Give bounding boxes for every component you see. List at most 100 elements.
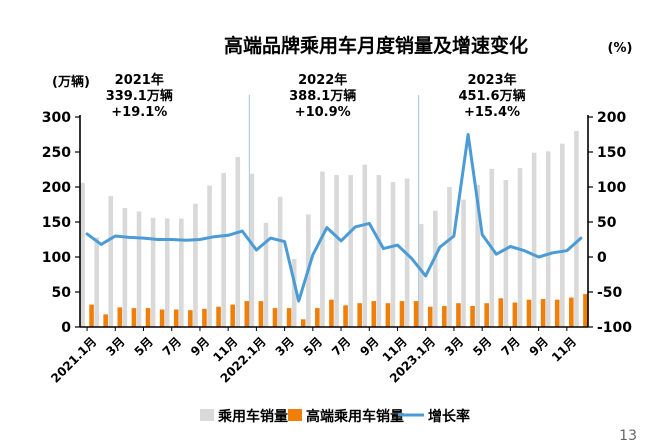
- premium-car-sales-bar: [540, 299, 546, 327]
- passenger-car-sales-bar: [348, 175, 353, 327]
- passenger-car-sales-bar: [235, 156, 241, 327]
- passenger-car-sales-bar: [164, 218, 170, 327]
- right-tick-label: -100: [597, 320, 632, 336]
- x-tick-label: 9月: [357, 334, 381, 358]
- premium-car-sales-bar: [484, 303, 489, 327]
- passenger-car-sales-bar: [108, 196, 114, 327]
- premium-car-sales-bar: [272, 308, 278, 327]
- premium-car-sales-bar: [329, 299, 334, 327]
- left-tick-label: 300: [42, 110, 71, 126]
- right-tick-label: 200: [597, 110, 626, 126]
- passenger-car-sales-bar: [545, 151, 551, 327]
- left-tick-label: 0: [61, 320, 71, 336]
- x-tick-label: 7月: [498, 334, 522, 358]
- x-tick-label: 3月: [273, 334, 297, 358]
- bar-series: [80, 131, 588, 327]
- x-tick-label: 7月: [329, 334, 353, 358]
- premium-car-sales-bar: [583, 294, 588, 327]
- left-tick-label: 100: [42, 250, 71, 266]
- left-axis-unit: (万辆): [52, 74, 90, 90]
- premium-car-sales-bar: [216, 306, 221, 327]
- x-tick-label: 5月: [132, 334, 156, 358]
- legend: 乘用车销量 高端乘用车销量 增长率: [200, 408, 470, 425]
- premium-car-sales-bar: [103, 314, 108, 327]
- right-axis-unit: (%): [608, 41, 633, 56]
- x-tick-label: 9月: [188, 334, 212, 358]
- passenger-car-sales-bar: [150, 217, 156, 327]
- x-tick-label: 3月: [103, 334, 127, 358]
- passenger-car-sales-bar: [418, 224, 424, 327]
- passenger-car-sales-bar: [80, 182, 85, 327]
- premium-car-sales-bar: [159, 309, 165, 327]
- passenger-car-sales-bar: [475, 184, 480, 327]
- legend-label: 增长率: [428, 408, 470, 425]
- premium-car-sales-bar: [442, 306, 447, 327]
- passenger-car-sales-bar: [390, 182, 396, 327]
- passenger-car-sales-bar: [531, 152, 537, 327]
- passenger-car-sales-bar: [433, 210, 438, 327]
- premium-car-sales-bar: [526, 299, 532, 327]
- page-number: 13: [619, 428, 637, 444]
- right-tick-label: -50: [597, 285, 623, 301]
- passenger-car-sales-bar: [503, 180, 509, 327]
- legend-swatch: [200, 409, 214, 421]
- right-tick-label: 150: [597, 145, 626, 161]
- passenger-car-sales-bar: [277, 196, 283, 327]
- passenger-car-sales-bar: [221, 173, 226, 327]
- annotation-total: 339.1万辆: [106, 88, 173, 104]
- separator-lines: [248, 95, 420, 327]
- annotation-growth: +15.4%: [464, 105, 520, 120]
- legend-swatch: [288, 409, 302, 421]
- premium-car-sales-bar: [569, 297, 574, 327]
- x-tick-label: 9月: [527, 334, 551, 358]
- legend-label: 高端乘用车销量: [306, 408, 404, 425]
- premium-car-sales-bar: [357, 303, 362, 327]
- premium-car-sales-bar: [413, 301, 419, 327]
- x-tick-label: 7月: [160, 334, 184, 358]
- passenger-car-sales-bar: [362, 164, 368, 327]
- left-tick-label: 150: [42, 215, 71, 231]
- annotation-growth: +19.1%: [111, 105, 167, 120]
- passenger-car-sales-bar: [461, 199, 466, 327]
- premium-car-sales-bar: [315, 308, 320, 327]
- premium-car-sales-bar: [343, 305, 348, 327]
- annotation-year: 2022年: [298, 72, 347, 88]
- annotation-growth: +10.9%: [295, 105, 351, 120]
- premium-car-sales-bar: [300, 319, 306, 327]
- premium-car-sales-bar: [188, 310, 193, 327]
- premium-car-sales-bar: [286, 308, 292, 327]
- growth-line-series: [85, 133, 583, 303]
- right-tick-label: 0: [597, 250, 607, 266]
- premium-car-sales-bar: [89, 304, 94, 327]
- passenger-car-sales-bar: [94, 237, 99, 327]
- premium-car-sales-bar: [145, 308, 151, 327]
- passenger-car-sales-bar: [574, 131, 579, 327]
- premium-car-sales-bar: [385, 303, 391, 327]
- x-tick-label: 2021.1月: [48, 334, 99, 385]
- premium-car-sales-bar: [371, 301, 377, 327]
- passenger-car-sales-bar: [376, 175, 382, 327]
- growth-rate-line: [85, 133, 583, 303]
- x-tick-label: 5月: [301, 334, 325, 358]
- premium-car-sales-bar: [427, 306, 433, 327]
- premium-car-sales-bar: [399, 301, 405, 327]
- x-tick-label: 11月: [549, 334, 579, 364]
- passenger-car-sales-bar: [179, 218, 184, 327]
- legend-label: 乘用车销量: [217, 408, 288, 425]
- passenger-car-sales-bar: [320, 171, 325, 327]
- premium-car-sales-bar: [456, 303, 461, 327]
- passenger-car-sales-bar: [334, 175, 339, 327]
- premium-car-sales-bar: [244, 301, 250, 327]
- annotation-year: 2021年: [115, 72, 164, 88]
- left-tick-label: 50: [52, 285, 72, 301]
- passenger-car-sales-bar: [136, 211, 142, 327]
- premium-car-sales-bar: [470, 306, 475, 327]
- premium-car-sales-bar: [230, 304, 235, 327]
- right-tick-label: 100: [597, 180, 626, 196]
- premium-car-sales-bar: [554, 299, 560, 327]
- passenger-car-sales-bar: [249, 173, 255, 327]
- x-tick-label: 3月: [442, 334, 466, 358]
- passenger-car-sales-bar: [263, 222, 269, 327]
